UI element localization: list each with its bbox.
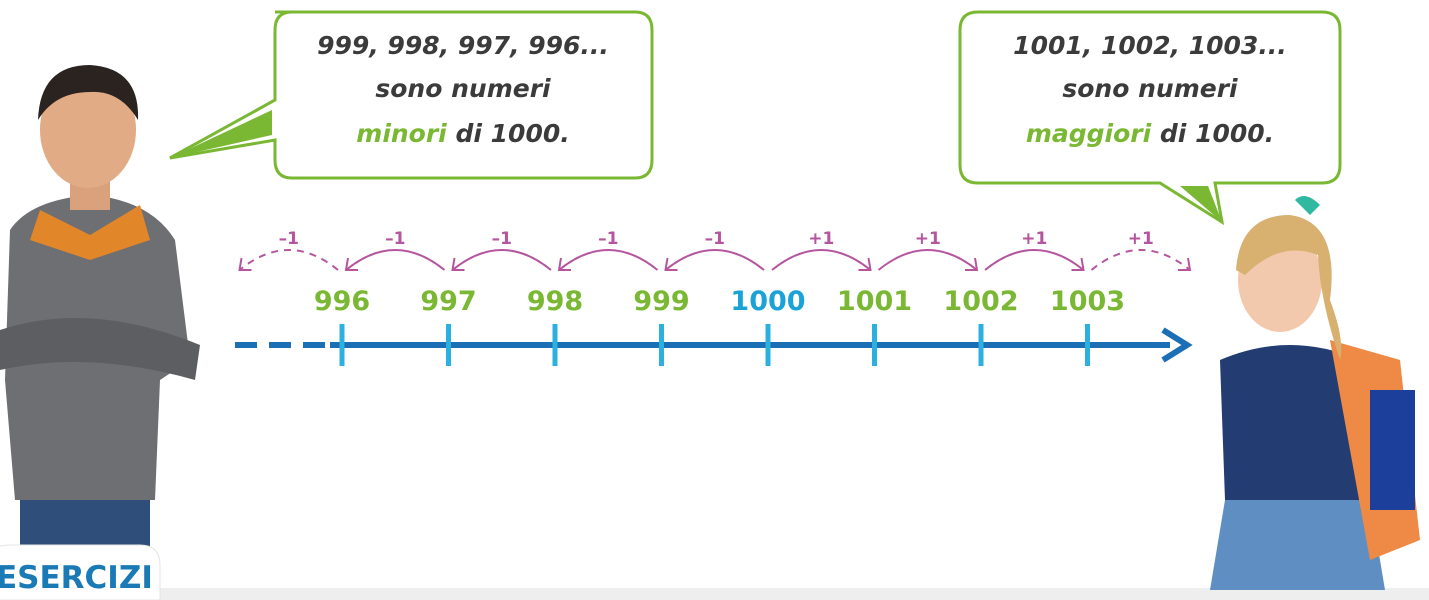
footer-title: ESERCIZI — [0, 560, 153, 596]
step-arc — [985, 250, 1084, 270]
highlight-word: maggiori — [1026, 119, 1152, 148]
girl-photo — [1210, 196, 1420, 590]
highlight-word: minori — [356, 119, 447, 148]
speech-bubble-right: 1001, 1002, 1003... sono numeri maggiori… — [960, 12, 1340, 222]
footer-tab: ESERCIZI — [0, 545, 160, 600]
step-label: +1 — [808, 229, 834, 249]
step-arc — [559, 250, 658, 270]
number-label: 1000 — [730, 286, 805, 317]
step-arc — [346, 250, 445, 270]
step-label: –1 — [279, 229, 299, 249]
step-label: +1 — [1128, 229, 1154, 249]
bubble-text: minori di 1000. — [356, 119, 569, 148]
number-label: 996 — [314, 286, 370, 317]
step-arc — [453, 250, 552, 270]
bubble-text: di 1000. — [455, 119, 569, 148]
boy-photo — [0, 65, 200, 590]
bubble-text: 1001, 1002, 1003... — [1013, 31, 1287, 60]
step-label: +1 — [915, 229, 941, 249]
step-arc — [240, 250, 339, 270]
bubble-text: maggiori di 1000. — [1026, 119, 1274, 148]
step-arc — [772, 250, 871, 270]
bubble-text: sono numeri — [1062, 74, 1238, 103]
number-label: 997 — [420, 286, 476, 317]
step-arc — [1092, 250, 1191, 270]
bubble-text: 999, 998, 997, 996... — [317, 31, 609, 60]
number-label: 1002 — [943, 286, 1018, 317]
step-label: –1 — [385, 229, 405, 249]
step-label: –1 — [705, 229, 725, 249]
speech-bubble-left: 999, 998, 997, 996... sono numeri minori… — [170, 12, 652, 178]
number-label: 998 — [527, 286, 583, 317]
number-line: 996 997 998 999 1000 1001 1002 1003 –1 –1 –1 –1 –1 +1… — [235, 229, 1190, 366]
number-label: 999 — [633, 286, 689, 317]
step-arc — [666, 250, 765, 270]
step-arc — [879, 250, 978, 270]
step-label: +1 — [1021, 229, 1047, 249]
bubble-text: sono numeri — [375, 74, 551, 103]
step-label: –1 — [598, 229, 618, 249]
number-label: 1003 — [1050, 286, 1125, 317]
number-label: 1001 — [837, 286, 912, 317]
bubble-text: di 1000. — [1160, 119, 1274, 148]
page: 999, 998, 997, 996... sono numeri minori… — [0, 0, 1429, 600]
step-label: –1 — [492, 229, 512, 249]
